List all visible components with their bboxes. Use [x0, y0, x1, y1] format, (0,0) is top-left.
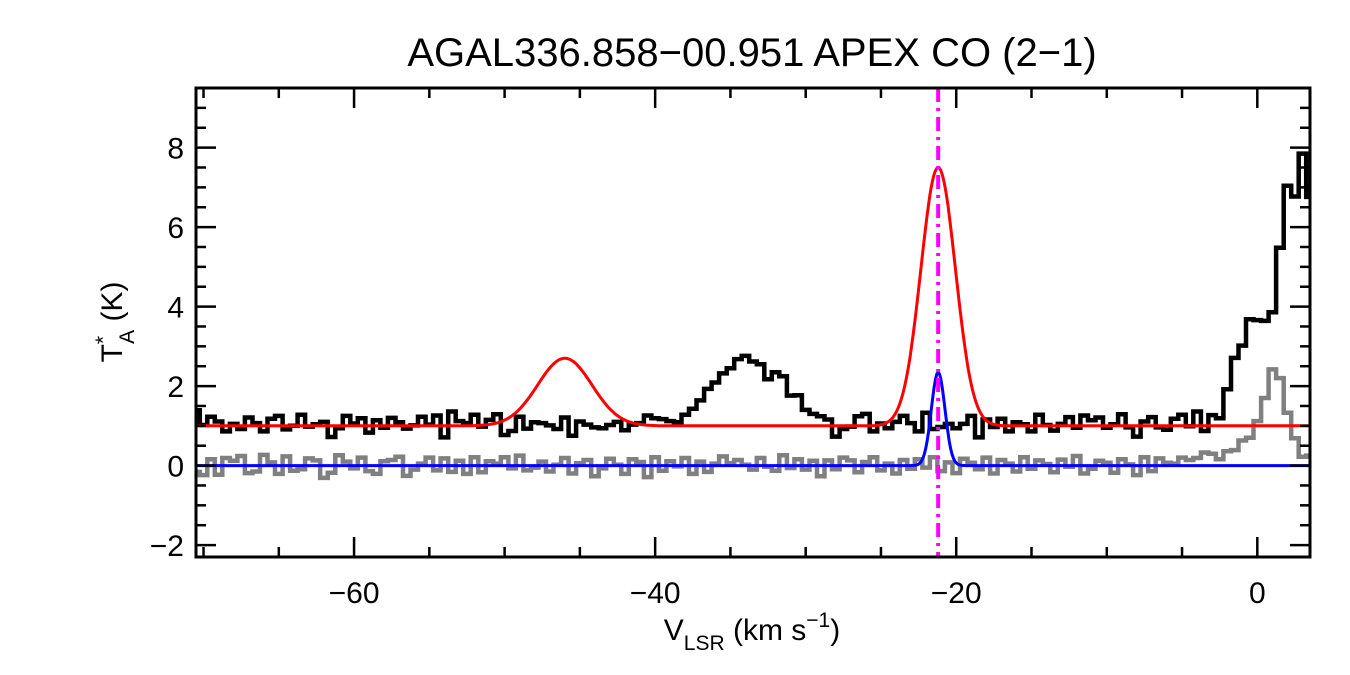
- y-axis-label-sub: A: [116, 330, 139, 344]
- y-axis-label-sup: *: [92, 336, 115, 344]
- chart-title: AGAL336.858−00.951 APEX CO (2−1): [407, 31, 1096, 75]
- residual-line: [196, 367, 1310, 481]
- y-axis-label-rest: (K): [96, 282, 129, 330]
- y-axis-label: T*A (K): [92, 282, 139, 363]
- fit-total-line: [196, 165, 1310, 428]
- x-axis-label-sup: −1: [806, 609, 830, 632]
- y-tick-label: 4: [167, 292, 184, 325]
- y-tick-label: −2: [150, 530, 184, 563]
- y-tick-label: 2: [167, 371, 184, 404]
- x-tick-label: −20: [931, 577, 982, 610]
- y-tick-label: 8: [167, 133, 184, 166]
- x-axis-label-end: ): [830, 614, 840, 647]
- fit-component-line: [196, 369, 1310, 468]
- x-tick-label: −40: [630, 577, 681, 610]
- plot-area: [196, 88, 1310, 557]
- y-axis-label-main: T: [96, 344, 129, 362]
- x-tick-label: 0: [1249, 577, 1266, 610]
- x-tick-label: −60: [329, 577, 380, 610]
- x-axis-label-rest: (km s: [725, 614, 807, 647]
- x-axis-label-sub: LSR: [684, 632, 725, 655]
- spectrum-line: [196, 151, 1310, 440]
- x-axis-label-main: V: [664, 614, 684, 647]
- plot-frame: [194, 86, 1312, 559]
- x-axis-label: VLSR (km s−1): [664, 609, 840, 655]
- y-tick-label: 0: [167, 451, 184, 484]
- y-tick-label: 6: [167, 212, 184, 245]
